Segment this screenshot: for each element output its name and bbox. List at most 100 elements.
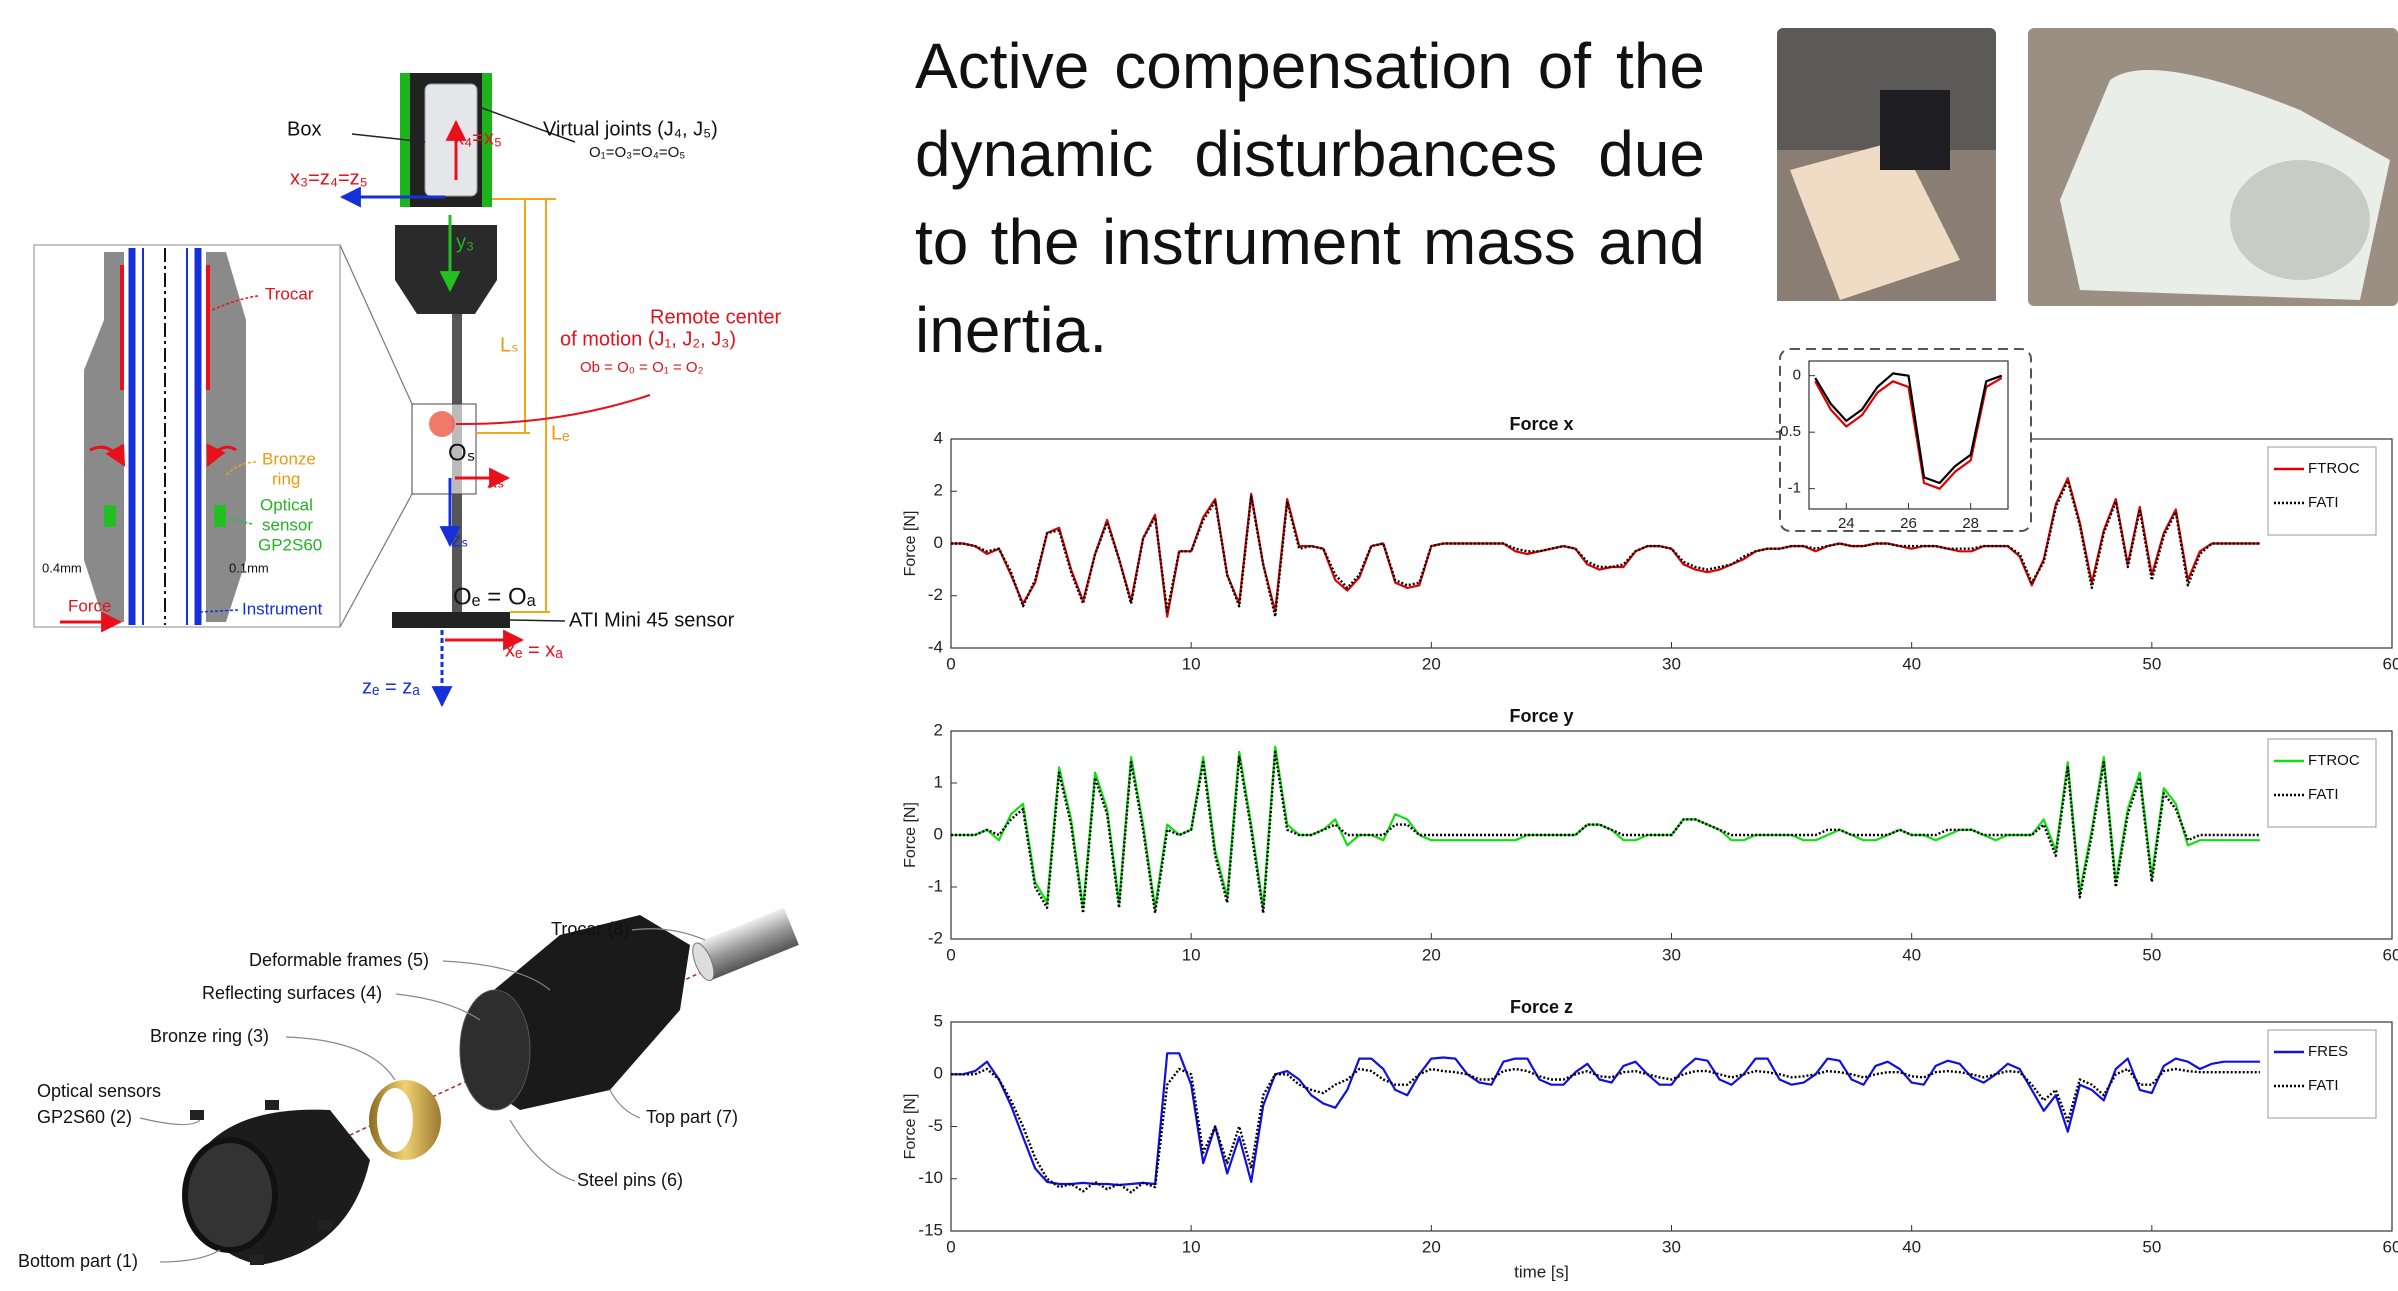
label: Box	[287, 118, 321, 140]
y-tick-label: 4	[934, 428, 943, 447]
label: of motion (J₁, J₂, J₃)	[560, 328, 736, 350]
y-tick-label: 2	[934, 481, 943, 500]
x-tick-label: 40	[1902, 1237, 1921, 1256]
y-tick-label: -2	[928, 928, 943, 947]
chart-title: Force z	[1510, 997, 1573, 1017]
label: zₑ = zₐ	[362, 676, 420, 698]
y-tick-label: 1	[934, 772, 943, 791]
label: Ob = O₀ = O₁ = O₂	[580, 359, 704, 376]
photo-sensor-opening	[2230, 160, 2370, 280]
y-tick-label: -2	[928, 585, 943, 604]
page: {"heading":"Active compensation of the d…	[0, 0, 2398, 1291]
slide: Box Virtual joints (J₄, J₅) O₁=O₃=O₄=O₅ …	[0, 0, 2398, 1291]
x-tick-label: 60	[2383, 1237, 2398, 1256]
x-tick-label: 40	[1902, 945, 1921, 964]
label: Trocar	[265, 284, 314, 303]
legend-label: FRES	[2308, 1043, 2348, 1060]
chart-title: Force x	[1509, 414, 1573, 434]
optical-sensor	[214, 505, 226, 527]
label: Reflecting surfaces (4)	[202, 983, 382, 1003]
x-tick-label: 30	[1662, 1237, 1681, 1256]
x-tick-label: 40	[1902, 654, 1921, 673]
label: y₃	[456, 231, 474, 253]
legend-label: FATI	[2308, 494, 2339, 511]
label: Instrument	[242, 599, 323, 618]
y-tick-label: -1	[928, 876, 943, 895]
y-tick-label: 0	[934, 533, 943, 552]
legend-label: FATI	[2308, 1077, 2339, 1094]
y-tick-label: 0	[934, 1064, 943, 1083]
label: Deformable frames (5)	[249, 950, 429, 970]
optical-sensor	[265, 1100, 279, 1110]
y-tick-label: 0	[1793, 367, 1801, 384]
y-axis-label: Force [N]	[902, 511, 919, 577]
label: GP2S60 (2)	[37, 1107, 132, 1127]
label: Top part (7)	[646, 1107, 738, 1127]
y-tick-label: -5	[928, 1116, 943, 1135]
leader	[160, 1250, 220, 1262]
x-tick-label: 50	[2142, 654, 2161, 673]
x-tick-label: 30	[1662, 654, 1681, 673]
top-part-rim	[460, 990, 530, 1110]
leader	[510, 1120, 575, 1181]
leader	[510, 620, 565, 621]
x-tick-label: 26	[1900, 515, 1917, 532]
label: Oₛ	[448, 439, 476, 466]
x-tick-label: 20	[1422, 654, 1441, 673]
label: Optical	[260, 495, 313, 514]
x-tick-label: 30	[1662, 945, 1681, 964]
y-axis-label: Force [N]	[902, 802, 919, 868]
optical-sensor	[318, 1220, 332, 1230]
rcm-leader	[456, 395, 650, 424]
x-tick-label: 10	[1182, 654, 1201, 673]
label: Oₑ = Oₐ	[453, 583, 537, 610]
rcm-point	[429, 411, 455, 437]
zoom-line	[340, 494, 412, 627]
leader	[610, 1090, 640, 1118]
legend-label: FTROC	[2308, 460, 2360, 477]
x-tick-label: 60	[2383, 654, 2398, 673]
label: 0.4mm	[42, 560, 82, 575]
label: Virtual joints (J₄, J₅)	[543, 118, 718, 140]
label: Bronze	[262, 449, 316, 468]
label: x₃=z₄=z₅	[290, 167, 368, 189]
trocar-tube	[688, 908, 798, 984]
x-tick-label: 0	[946, 1237, 955, 1256]
exploded-view: Trocar (8) Deformable frames (5) Reflect…	[18, 908, 799, 1271]
label: sensor	[262, 515, 313, 534]
y-tick-label: 0	[934, 824, 943, 843]
label: ATI Mini 45 sensor	[569, 609, 735, 631]
x-tick-label: 50	[2142, 1237, 2161, 1256]
label: Bottom part (1)	[18, 1251, 138, 1271]
legend-label: FTROC	[2308, 752, 2360, 769]
optical-sensor	[104, 505, 116, 527]
kinematic-diagram: Box Virtual joints (J₄, J₅) O₁=O₃=O₄=O₅ …	[287, 73, 782, 705]
y-tick-label: 2	[934, 720, 943, 739]
label: Lₛ	[500, 334, 519, 356]
label: ring	[272, 469, 300, 488]
bottom-part-bore	[185, 1140, 275, 1250]
label: Steel pins (6)	[577, 1170, 683, 1190]
photos	[1777, 28, 2398, 306]
chart-title: Force y	[1509, 706, 1573, 726]
x-tick-label: 0	[946, 654, 955, 673]
x-tick-label: 24	[1838, 515, 1855, 532]
label: O₁=O₃=O₄=O₅	[589, 144, 685, 161]
leader	[286, 1037, 395, 1080]
label: Bronze ring (3)	[150, 1026, 269, 1046]
x-tick-label: 10	[1182, 945, 1201, 964]
y-tick-label: -0.5	[1775, 423, 1801, 440]
legend-label: FATI	[2308, 786, 2339, 803]
label: 0.1mm	[229, 560, 269, 575]
x-tick-label: 20	[1422, 945, 1441, 964]
label: GP2S60	[258, 535, 322, 554]
x-tick-label: 0	[946, 945, 955, 964]
ati-sensor	[392, 612, 510, 628]
label: Trocar (8)	[551, 919, 629, 939]
label: Remote center	[650, 306, 782, 328]
gripper	[395, 225, 497, 314]
x-tick-label: 60	[2383, 945, 2398, 964]
y-axis-label: Force [N]	[902, 1094, 919, 1160]
x-tick-label: 50	[2142, 945, 2161, 964]
x-tick-label: 28	[1962, 515, 1979, 532]
